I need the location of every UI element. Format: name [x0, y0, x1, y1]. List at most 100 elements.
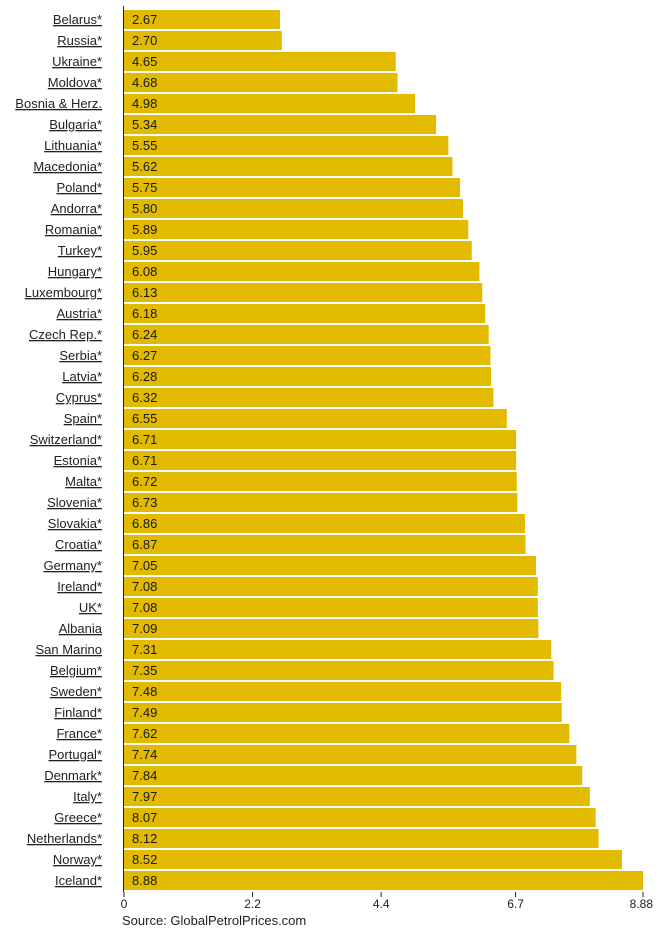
bar — [124, 745, 577, 764]
value-label: 6.18 — [132, 306, 157, 321]
value-label: 4.65 — [132, 54, 157, 69]
bar — [124, 724, 570, 743]
category-label[interactable]: Slovakia* — [48, 516, 102, 531]
category-label[interactable]: Cyprus* — [56, 390, 102, 405]
category-label[interactable]: Switzerland* — [30, 432, 102, 447]
category-label[interactable]: Malta* — [65, 474, 102, 489]
value-label: 5.75 — [132, 180, 157, 195]
bar — [124, 514, 525, 533]
category-label[interactable]: Czech Rep.* — [29, 327, 102, 342]
category-label[interactable]: Macedonia* — [33, 159, 102, 174]
value-label: 6.71 — [132, 432, 157, 447]
bar — [124, 577, 538, 596]
value-label: 2.70 — [132, 33, 157, 48]
bar — [124, 346, 491, 365]
category-label[interactable]: Lithuania* — [44, 138, 102, 153]
source-note: Source: GlobalPetrolPrices.com — [122, 913, 307, 928]
bar — [124, 52, 396, 71]
category-label[interactable]: Luxembourg* — [25, 285, 102, 300]
category-label[interactable]: Germany* — [43, 558, 102, 573]
category-label[interactable]: Spain* — [64, 411, 102, 426]
category-label[interactable]: Russia* — [57, 33, 102, 48]
category-label[interactable]: UK* — [79, 600, 102, 615]
category-label[interactable]: Romania* — [45, 222, 102, 237]
category-label[interactable]: Sweden* — [50, 684, 102, 699]
value-label: 5.80 — [132, 201, 157, 216]
bars-group — [124, 10, 643, 890]
category-label[interactable]: Estonia* — [54, 453, 102, 468]
value-label: 8.52 — [132, 852, 157, 867]
category-label[interactable]: Denmark* — [44, 768, 102, 783]
value-label: 6.24 — [132, 327, 157, 342]
value-label: 7.08 — [132, 579, 157, 594]
category-label[interactable]: Moldova* — [48, 75, 102, 90]
value-label: 7.31 — [132, 642, 157, 657]
category-label[interactable]: Portugal* — [49, 747, 102, 762]
bar — [124, 829, 599, 848]
bar — [124, 871, 643, 890]
bar — [124, 73, 398, 92]
bar — [124, 31, 282, 50]
bar — [124, 409, 507, 428]
category-label[interactable]: Italy* — [73, 789, 102, 804]
value-label: 7.09 — [132, 621, 157, 636]
category-label[interactable]: Austria* — [56, 306, 102, 321]
category-label[interactable]: Finland* — [54, 705, 102, 720]
category-label[interactable]: Bosnia & Herz. — [15, 96, 102, 111]
category-label[interactable]: San Marino — [36, 642, 102, 657]
value-label: 8.07 — [132, 810, 157, 825]
category-label[interactable]: Slovenia* — [47, 495, 102, 510]
value-label: 7.49 — [132, 705, 157, 720]
bar — [124, 472, 517, 491]
category-label[interactable]: Croatia* — [55, 537, 102, 552]
value-label: 7.35 — [132, 663, 157, 678]
category-label[interactable]: Greece* — [54, 810, 102, 825]
value-label: 8.88 — [132, 873, 157, 888]
bar — [124, 220, 469, 239]
category-label[interactable]: Hungary* — [48, 264, 102, 279]
value-label: 6.71 — [132, 453, 157, 468]
x-axis-ticks-group: 0 2.2 4.4 6.7 8.88 — [121, 892, 653, 911]
x-tick-label: 0 — [121, 897, 128, 911]
category-label[interactable]: Belarus* — [53, 12, 102, 27]
value-label: 2.67 — [132, 12, 157, 27]
value-label: 6.32 — [132, 390, 157, 405]
category-label[interactable]: Albania — [59, 621, 103, 636]
category-label[interactable]: Netherlands* — [27, 831, 102, 846]
category-label[interactable]: France* — [56, 726, 102, 741]
bar — [124, 535, 526, 554]
category-label[interactable]: Belgium* — [50, 663, 102, 678]
bar — [124, 136, 449, 155]
value-label: 6.28 — [132, 369, 157, 384]
value-label: 5.95 — [132, 243, 157, 258]
bar — [124, 850, 622, 869]
category-label[interactable]: Turkey* — [58, 243, 102, 258]
value-label: 5.89 — [132, 222, 157, 237]
category-label[interactable]: Ireland* — [57, 579, 102, 594]
category-label[interactable]: Latvia* — [62, 369, 102, 384]
value-label: 7.48 — [132, 684, 157, 699]
value-label: 5.34 — [132, 117, 157, 132]
x-tick-label: 2.2 — [244, 897, 261, 911]
bar — [124, 808, 596, 827]
category-label[interactable]: Poland* — [56, 180, 102, 195]
bar — [124, 703, 562, 722]
value-label: 6.08 — [132, 264, 157, 279]
value-label: 6.86 — [132, 516, 157, 531]
category-label[interactable]: Iceland* — [55, 873, 102, 888]
value-label: 6.55 — [132, 411, 157, 426]
bar — [124, 388, 494, 407]
value-label: 5.62 — [132, 159, 157, 174]
bar — [124, 640, 552, 659]
category-label[interactable]: Bulgaria* — [49, 117, 102, 132]
category-label[interactable]: Serbia* — [59, 348, 102, 363]
category-label[interactable]: Norway* — [53, 852, 102, 867]
value-label: 6.13 — [132, 285, 157, 300]
value-label: 7.84 — [132, 768, 157, 783]
bar — [124, 283, 483, 302]
bar — [124, 451, 517, 470]
category-label[interactable]: Ukraine* — [52, 54, 102, 69]
category-label[interactable]: Andorra* — [51, 201, 102, 216]
x-tick-label: 6.7 — [507, 897, 524, 911]
